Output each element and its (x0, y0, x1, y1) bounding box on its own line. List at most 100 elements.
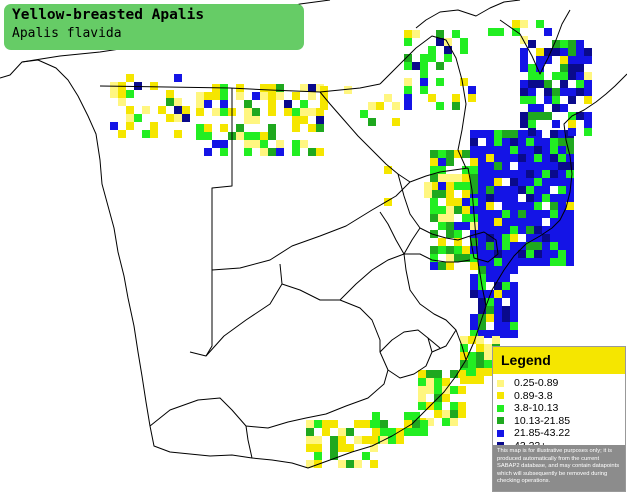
occurrence-cell (300, 108, 308, 116)
occurrence-cell (446, 214, 454, 222)
occurrence-cell (260, 84, 268, 92)
occurrence-cell (534, 138, 542, 146)
occurrence-cell (306, 436, 314, 444)
occurrence-cell (494, 290, 502, 298)
occurrence-cell (576, 88, 584, 96)
occurrence-cell (438, 166, 446, 174)
occurrence-cell (110, 122, 118, 130)
occurrence-cell (212, 92, 220, 100)
occurrence-cell (478, 210, 486, 218)
occurrence-cell (486, 226, 494, 234)
occurrence-cell (488, 28, 496, 36)
occurrence-cell (558, 154, 566, 162)
legend-swatch (497, 379, 504, 387)
occurrence-cell (454, 254, 462, 262)
occurrence-cell (426, 418, 434, 426)
occurrence-cell (534, 186, 542, 194)
occurrence-cell (306, 428, 314, 436)
occurrence-cell (502, 130, 510, 138)
occurrence-cell (268, 100, 276, 108)
occurrence-cell (544, 88, 552, 96)
occurrence-cell (436, 62, 444, 70)
occurrence-cell (420, 86, 428, 94)
occurrence-cell (526, 226, 534, 234)
occurrence-cell (494, 274, 502, 282)
occurrence-cell (362, 420, 370, 428)
occurrence-cell (434, 370, 442, 378)
occurrence-cell (558, 130, 566, 138)
occurrence-cell (558, 138, 566, 146)
occurrence-cell (426, 378, 434, 386)
occurrence-cell (558, 146, 566, 154)
occurrence-cell (126, 114, 134, 122)
occurrence-cell (268, 92, 276, 100)
occurrence-cell (560, 48, 568, 56)
occurrence-cell (584, 80, 592, 88)
occurrence-cell (550, 234, 558, 242)
occurrence-cell (320, 94, 328, 102)
occurrence-cell (284, 108, 292, 116)
occurrence-cell (446, 206, 454, 214)
occurrence-cell (404, 420, 412, 428)
occurrence-cell (502, 242, 510, 250)
occurrence-cell (404, 412, 412, 420)
legend-item: 0.25-0.89 (497, 377, 625, 390)
occurrence-cell (368, 118, 376, 126)
occurrence-cell (528, 104, 536, 112)
occurrence-cell (510, 330, 518, 338)
occurrence-cell (220, 92, 228, 100)
occurrence-cell (470, 138, 478, 146)
occurrence-cell (316, 124, 324, 132)
occurrence-cell (510, 130, 518, 138)
occurrence-cell (196, 132, 204, 140)
occurrence-cell (292, 108, 300, 116)
occurrence-cell (308, 124, 316, 132)
occurrence-cell (260, 140, 268, 148)
occurrence-cell (550, 146, 558, 154)
occurrence-cell (442, 410, 450, 418)
occurrence-cell (552, 120, 560, 128)
occurrence-cell (470, 330, 478, 338)
occurrence-cell (476, 344, 484, 352)
occurrence-cell (284, 100, 292, 108)
occurrence-cell (526, 170, 534, 178)
occurrence-cell (462, 246, 470, 254)
occurrence-cell (518, 242, 526, 250)
occurrence-cell (518, 258, 526, 266)
occurrence-cell (320, 86, 328, 94)
occurrence-cell (494, 218, 502, 226)
occurrence-cell (204, 124, 212, 132)
occurrence-cell (220, 148, 228, 156)
occurrence-cell (502, 258, 510, 266)
occurrence-cell (510, 218, 518, 226)
legend-items: 0.25-0.89 0.89-3.8 3.8-10.13 10.13-21.85… (493, 374, 625, 452)
occurrence-cell (494, 178, 502, 186)
occurrence-cell (568, 40, 576, 48)
occurrence-cell (528, 96, 536, 104)
occurrence-cell (478, 162, 486, 170)
map-legend: Legend 0.25-0.89 0.89-3.8 3.8-10.13 10.1… (492, 346, 626, 492)
occurrence-cell (308, 108, 316, 116)
occurrence-cell (520, 56, 528, 64)
province-lines (379, 211, 405, 255)
occurrence-cell (526, 154, 534, 162)
occurrence-cell (426, 386, 434, 394)
occurrence-cell (322, 420, 330, 428)
occurrence-cell (212, 140, 220, 148)
occurrence-cell (370, 460, 378, 468)
occurrence-cell (436, 102, 444, 110)
occurrence-cell (420, 420, 428, 428)
province-lines (245, 425, 253, 459)
occurrence-cell (174, 130, 182, 138)
occurrence-cell (196, 124, 204, 132)
legend-label: 3.8-10.13 (514, 402, 559, 415)
occurrence-cell (420, 54, 428, 62)
occurrence-cell (494, 242, 502, 250)
border-malawi-east (499, 9, 571, 75)
occurrence-cell (276, 148, 284, 156)
occurrence-cell (526, 202, 534, 210)
occurrence-cell (292, 148, 300, 156)
occurrence-cell (518, 226, 526, 234)
occurrence-cell (552, 104, 560, 112)
occurrence-cell (118, 130, 126, 138)
